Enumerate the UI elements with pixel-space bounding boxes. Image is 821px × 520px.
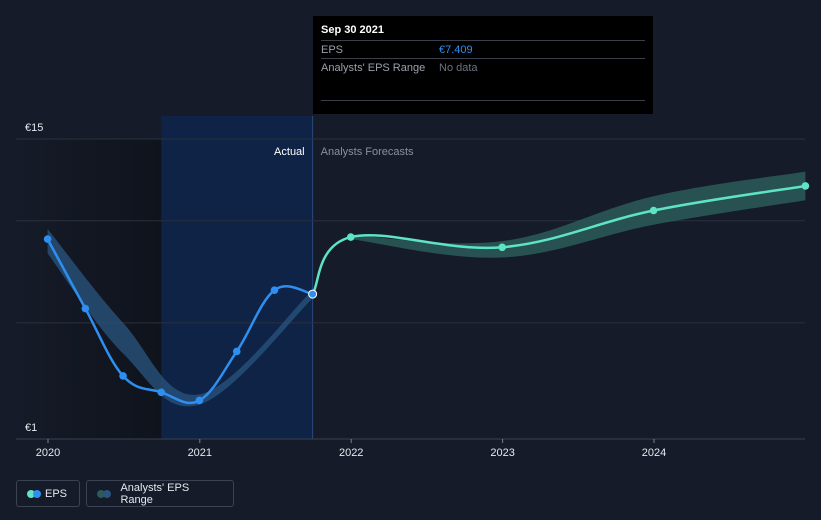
legend-range-label: Analysts' EPS Range <box>120 481 190 506</box>
eps-point-actual[interactable] <box>308 289 318 299</box>
range-legend-icon <box>97 489 112 498</box>
eps-point-actual[interactable] <box>157 388 166 397</box>
eps-point-forecast[interactable] <box>801 182 810 190</box>
eps-point-actual[interactable] <box>81 304 90 313</box>
range-band-actual <box>47 228 313 407</box>
actual-highlight-region <box>161 116 313 439</box>
eps-point-forecast[interactable] <box>346 233 355 241</box>
tooltip-row-range: Analysts' EPS Range No data <box>321 58 645 76</box>
y-tick-label-bottom: €1 <box>25 422 37 434</box>
tooltip-row-eps: EPS €7.409 <box>321 40 645 58</box>
legend-eps-label: EPS <box>44 487 67 500</box>
eps-point-forecast[interactable] <box>498 243 506 252</box>
forecast-region-label: Analysts Forecasts <box>321 146 414 158</box>
y-tick-label-top: €15 <box>25 122 43 134</box>
eps-point-actual[interactable] <box>119 372 127 380</box>
tooltip-eps-value: €7.409 <box>439 43 473 56</box>
eps-line-forecast <box>311 184 806 295</box>
eps-point-actual[interactable] <box>43 235 52 243</box>
eps-legend-icon <box>27 489 41 498</box>
legend-eps[interactable]: EPS <box>16 480 80 507</box>
range-band-forecast <box>350 171 806 258</box>
background-regions <box>16 116 314 439</box>
x-tick-label: 2020 <box>36 447 60 459</box>
tooltip-range-value: No data <box>439 61 478 74</box>
axis-labels: 2020 2021 2022 2023 2024 €15 €1 Actual Analysts … <box>25 122 666 459</box>
tooltip-divider <box>321 100 645 101</box>
eps-point-actual[interactable] <box>270 286 279 294</box>
eps-point-actual[interactable] <box>195 396 204 405</box>
x-tick-label: 2022 <box>339 447 363 459</box>
tooltip-eps-label: EPS <box>321 43 344 56</box>
tooltip-range-label: Analysts' EPS Range <box>321 61 426 74</box>
x-tick-label: 2023 <box>490 447 514 459</box>
eps-point-forecast[interactable] <box>649 206 658 215</box>
x-tick-label: 2021 <box>188 447 212 459</box>
eps-point-actual[interactable] <box>232 347 241 356</box>
actual-region-label: Actual <box>274 146 305 158</box>
eps-points[interactable] <box>43 182 810 405</box>
x-tick-label: 2024 <box>642 447 666 459</box>
range-bands <box>47 171 806 407</box>
legend-analysts-range[interactable]: Analysts' EPS Range <box>86 480 234 507</box>
tooltip-date: Sep 30 2021 <box>321 24 384 36</box>
tooltip: Sep 30 2021 EPS €7.409 Analysts' EPS Ran… <box>313 16 653 114</box>
